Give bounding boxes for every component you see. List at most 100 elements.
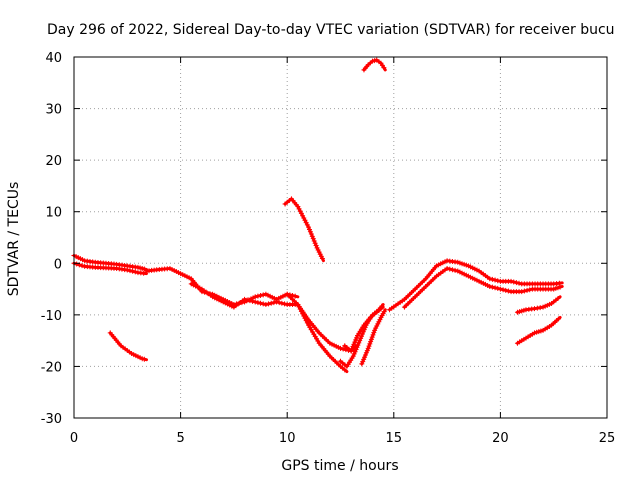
data-point xyxy=(487,283,493,289)
y-tick-label: 40 xyxy=(45,51,62,66)
data-point xyxy=(368,339,374,345)
chart-title: Day 296 of 2022, Sidereal Day-to-day VTE… xyxy=(47,22,615,38)
data-point xyxy=(74,261,80,267)
data-point xyxy=(338,345,343,351)
series-arc xyxy=(342,305,385,354)
data-point xyxy=(556,280,562,286)
data-point xyxy=(313,243,319,249)
data-point xyxy=(516,280,522,286)
data-point xyxy=(130,268,136,274)
data-point xyxy=(357,338,363,344)
plot-frame xyxy=(73,56,608,419)
data-point xyxy=(555,295,561,301)
data-point xyxy=(369,334,375,340)
data-point xyxy=(132,269,138,275)
data-point xyxy=(534,305,540,311)
data-point xyxy=(519,289,525,295)
data-point xyxy=(244,297,250,303)
data-point xyxy=(353,337,359,343)
data-point xyxy=(351,351,357,357)
series-line xyxy=(296,303,349,374)
data-point xyxy=(352,339,358,345)
data-point xyxy=(310,236,316,242)
data-point xyxy=(276,300,282,306)
data-point xyxy=(358,335,364,341)
data-point xyxy=(447,266,453,272)
data-point xyxy=(79,263,85,269)
y-axis-label: SDTVAR / TECUs xyxy=(6,182,22,297)
data-point xyxy=(527,287,533,293)
data-point xyxy=(495,285,501,291)
x-axis-label: GPS time / hours xyxy=(281,458,398,474)
data-point xyxy=(308,231,314,237)
data-point xyxy=(500,287,506,293)
data-point xyxy=(366,343,372,349)
data-point xyxy=(364,348,370,354)
data-point xyxy=(292,293,298,299)
data-point xyxy=(258,293,264,299)
series-arc xyxy=(71,260,148,276)
data-point xyxy=(521,288,527,294)
data-point xyxy=(350,344,356,350)
data-point xyxy=(141,270,147,276)
series-arc xyxy=(295,302,349,374)
x-tick-label: 0 xyxy=(70,431,78,446)
data-point xyxy=(489,284,495,290)
data-point xyxy=(359,361,365,367)
x-tick-label: 20 xyxy=(492,431,509,446)
gridlines xyxy=(74,57,607,418)
series-arc xyxy=(401,265,564,310)
series-arc xyxy=(107,330,148,362)
data-point xyxy=(309,233,315,239)
y-tick-label: 0 xyxy=(54,257,62,272)
series-arc xyxy=(282,196,325,263)
data-point xyxy=(508,278,514,284)
data-point xyxy=(311,238,317,244)
data-point xyxy=(252,294,258,300)
data-point xyxy=(268,300,274,306)
data-point xyxy=(452,267,458,273)
data-point xyxy=(352,349,358,355)
data-point xyxy=(537,305,543,311)
data-point xyxy=(124,267,130,273)
data-point xyxy=(250,298,256,304)
data-point xyxy=(319,256,325,262)
data-point xyxy=(555,316,561,322)
data-point xyxy=(354,335,360,341)
data-point xyxy=(247,298,253,304)
data-point xyxy=(511,279,517,285)
data-point xyxy=(489,276,495,282)
series-arc xyxy=(514,315,562,346)
data-point xyxy=(368,336,374,342)
y-tick-label: -10 xyxy=(41,309,62,324)
x-tick-label: 5 xyxy=(176,431,184,446)
data-point xyxy=(355,342,361,348)
data-point xyxy=(378,306,384,312)
y-tick-label: 30 xyxy=(45,103,62,118)
data-point xyxy=(348,348,354,354)
series-arc xyxy=(387,258,564,313)
data-point xyxy=(141,356,147,362)
data-point xyxy=(362,352,368,358)
series-line xyxy=(388,259,564,312)
data-point xyxy=(266,301,272,307)
data-point xyxy=(306,224,312,230)
data-point xyxy=(263,302,269,308)
data-point xyxy=(361,356,367,362)
data-point xyxy=(271,300,277,306)
data-point xyxy=(505,288,511,294)
y-tick-label: 20 xyxy=(45,154,62,169)
data-point xyxy=(307,229,313,235)
data-point xyxy=(260,301,266,307)
data-point xyxy=(255,293,261,299)
data-point xyxy=(492,285,498,291)
data-point xyxy=(127,268,133,274)
y-tick-label: 10 xyxy=(45,206,62,221)
data-point xyxy=(363,350,369,356)
y-tick-label: -20 xyxy=(41,360,62,375)
data-point xyxy=(362,354,368,360)
data-point xyxy=(444,265,450,271)
data-point xyxy=(492,277,498,283)
data-point xyxy=(312,240,318,246)
